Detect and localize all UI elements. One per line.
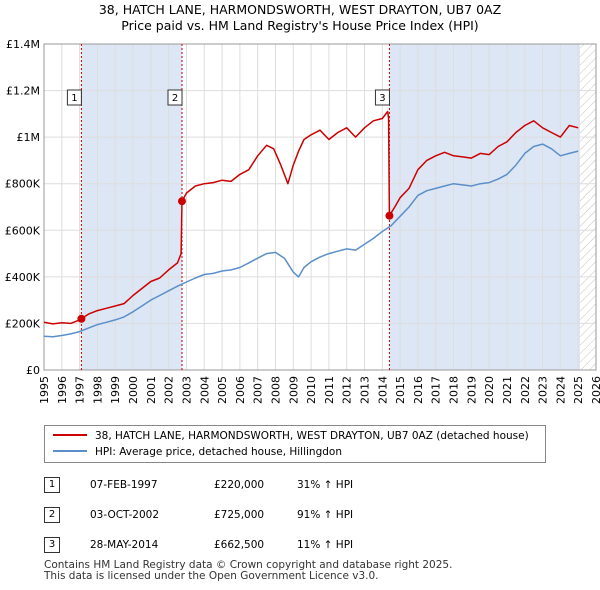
x-tick-label: 2018 bbox=[448, 376, 461, 404]
sale-date: 28-MAY-2014 bbox=[90, 539, 159, 551]
x-tick-label: 2007 bbox=[252, 376, 265, 404]
x-tick-label: 2017 bbox=[430, 376, 443, 404]
x-tick-label: 1997 bbox=[74, 376, 87, 404]
x-tick-label: 2013 bbox=[359, 376, 372, 404]
sale-number-badge: 1 bbox=[44, 477, 60, 493]
sale-number-badge: 3 bbox=[44, 537, 60, 553]
sale-price: £220,000 bbox=[214, 479, 265, 491]
y-tick-label: £1M bbox=[17, 131, 41, 144]
sale-label-box bbox=[374, 89, 390, 106]
property-price-line bbox=[43, 110, 579, 325]
x-tick-label: 2021 bbox=[501, 376, 514, 404]
sale-label-box bbox=[66, 89, 82, 106]
hpi-line bbox=[43, 143, 579, 338]
x-tick-label: 2006 bbox=[234, 376, 247, 404]
x-tick-label: 1995 bbox=[38, 376, 51, 404]
x-tick-label: 2016 bbox=[412, 376, 425, 404]
sale-date: 03-OCT-2002 bbox=[90, 509, 159, 521]
x-tick-label: 2003 bbox=[180, 376, 193, 404]
legend-item-hpi: HPI: Average price, detached house, Hill… bbox=[53, 444, 342, 460]
y-tick-label: £600K bbox=[5, 224, 41, 237]
price-chart: £0 £200K £400K £600K £800K £1M £1.2M £1.4M 1995 1… bbox=[5, 38, 600, 404]
sale-point bbox=[385, 211, 394, 220]
y-tick-label: £800K bbox=[5, 178, 41, 191]
y-tick-label: £1.4M bbox=[6, 38, 40, 51]
legend-item-property: 38, HATCH LANE, HARMONDSWORTH, WEST DRAY… bbox=[53, 428, 529, 444]
sale-price: £662,500 bbox=[214, 539, 265, 551]
x-tick-label: 2023 bbox=[537, 376, 550, 404]
sale-label-box bbox=[167, 89, 183, 106]
x-tick-label: 2019 bbox=[465, 376, 478, 404]
y-tick-label: £1.2M bbox=[6, 85, 40, 98]
x-tick-label: 2025 bbox=[572, 376, 585, 404]
x-tick-label: 2008 bbox=[269, 376, 282, 404]
sale-row: 2 03-OCT-2002 £725,000 91% ↑ HPI bbox=[44, 505, 564, 525]
x-tick-label: 2020 bbox=[483, 376, 496, 404]
x-tick-label: 1998 bbox=[91, 376, 104, 404]
x-tick-label: 2004 bbox=[198, 376, 211, 404]
sale-hpi-change: 11% ↑ HPI bbox=[297, 539, 354, 551]
x-tick-label: 2015 bbox=[394, 376, 407, 404]
sale-label-number: 3 bbox=[379, 93, 385, 104]
sale-price: £725,000 bbox=[214, 509, 265, 521]
sale-point bbox=[178, 197, 186, 206]
y-tick-label: £0 bbox=[26, 364, 40, 377]
sale-date: 07-FEB-1997 bbox=[90, 479, 158, 491]
sale-number-badge: 2 bbox=[44, 507, 60, 523]
x-tick-label: 2024 bbox=[554, 376, 567, 404]
x-tick-label: 2002 bbox=[163, 376, 176, 404]
sale-hpi-change: 31% ↑ HPI bbox=[297, 479, 354, 491]
x-tick-label: 2000 bbox=[127, 376, 140, 404]
sale-point bbox=[77, 314, 86, 323]
future-hatched-region bbox=[579, 44, 596, 370]
sale-label-number: 1 bbox=[71, 93, 77, 104]
sale-hpi-change: 91% ↑ HPI bbox=[297, 509, 354, 521]
chart-title-line1: 38, HATCH LANE, HARMONDSWORTH, WEST DRAY… bbox=[98, 2, 502, 17]
legend-swatch-hpi bbox=[53, 450, 87, 452]
sale-row: 1 07-FEB-1997 £220,000 31% ↑ HPI bbox=[44, 475, 564, 495]
x-tick-label: 2010 bbox=[305, 376, 318, 404]
x-tick-label: 2026 bbox=[590, 376, 600, 404]
y-tick-label: £400K bbox=[5, 271, 41, 284]
footer-line1: Contains HM Land Registry data © Crown c… bbox=[44, 559, 453, 571]
footer-line2: This data is licensed under the Open Gov… bbox=[44, 570, 379, 582]
legend-label-property: 38, HATCH LANE, HARMONDSWORTH, WEST DRAY… bbox=[95, 430, 529, 442]
x-tick-label: 2009 bbox=[287, 376, 300, 404]
legend: 38, HATCH LANE, HARMONDSWORTH, WEST DRAY… bbox=[44, 425, 546, 463]
footer: Contains HM Land Registry data © Crown c… bbox=[44, 560, 452, 582]
legend-swatch-property bbox=[53, 434, 87, 436]
ownership-period-band bbox=[389, 44, 580, 370]
chart-title-line2: Price paid vs. HM Land Registry's House … bbox=[121, 18, 479, 33]
x-tick-label: 2011 bbox=[323, 376, 336, 404]
x-tick-label: 1996 bbox=[56, 376, 69, 404]
x-tick-label: 2022 bbox=[519, 376, 532, 404]
x-tick-label: 2001 bbox=[145, 376, 158, 404]
x-tick-label: 2012 bbox=[341, 376, 354, 404]
y-tick-label: £200K bbox=[5, 317, 41, 330]
x-tick-label: 1999 bbox=[109, 376, 122, 404]
legend-label-hpi: HPI: Average price, detached house, Hill… bbox=[95, 446, 342, 458]
sale-row: 3 28-MAY-2014 £662,500 11% ↑ HPI bbox=[44, 535, 564, 555]
x-tick-label: 2005 bbox=[216, 376, 229, 404]
sale-label-number: 2 bbox=[172, 93, 178, 104]
ownership-period-band bbox=[81, 44, 182, 370]
x-tick-label: 2014 bbox=[376, 376, 389, 404]
plot-frame bbox=[43, 43, 597, 371]
